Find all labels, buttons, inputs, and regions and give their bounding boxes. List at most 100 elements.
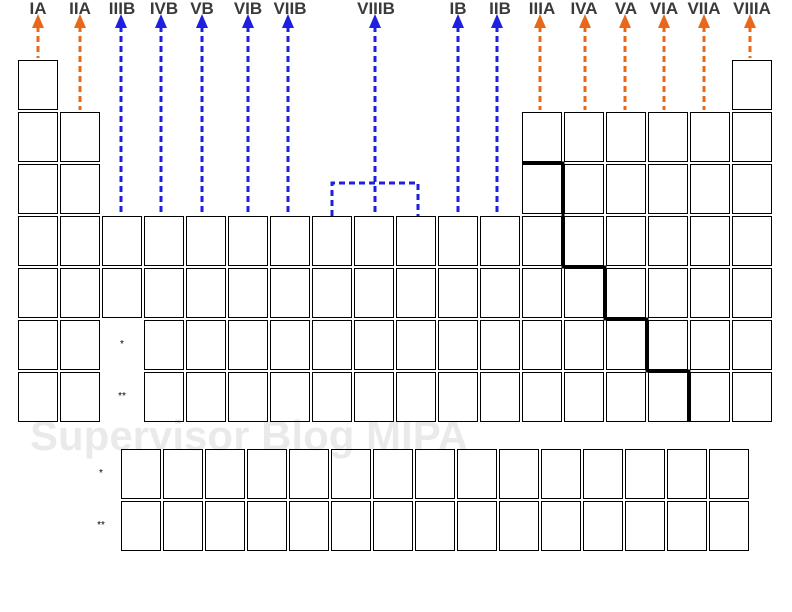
actinide-cell xyxy=(121,501,161,551)
element-cell xyxy=(480,268,520,318)
element-cell xyxy=(18,164,58,214)
element-cell xyxy=(270,320,310,370)
actinide-cell xyxy=(373,501,413,551)
group-label-viiia: VIIIA xyxy=(733,0,771,18)
element-cell xyxy=(564,216,604,266)
arrow-head-iiib xyxy=(115,14,127,28)
element-cell xyxy=(18,60,58,110)
element-cell xyxy=(354,320,394,370)
element-cell xyxy=(438,320,478,370)
element-cell xyxy=(186,372,226,422)
arrow-head-vib xyxy=(242,14,254,28)
arrow-head-iia xyxy=(74,14,86,28)
lanthanide-cell xyxy=(583,449,623,499)
element-cell xyxy=(564,372,604,422)
element-cell xyxy=(522,164,562,214)
element-cell xyxy=(732,372,772,422)
element-cell xyxy=(228,320,268,370)
element-cell xyxy=(522,112,562,162)
lanthanide-cell xyxy=(205,449,245,499)
element-cell xyxy=(186,216,226,266)
element-cell xyxy=(606,216,646,266)
lanthanide-marker-main: * xyxy=(120,339,124,350)
element-cell xyxy=(606,268,646,318)
arrow-head-va xyxy=(619,14,631,28)
arrow-head-ia xyxy=(32,14,44,28)
group-label-iib: IIB xyxy=(489,0,511,18)
lanthanide-cell xyxy=(247,449,287,499)
element-cell xyxy=(522,320,562,370)
element-cell xyxy=(648,320,688,370)
actinide-cell xyxy=(289,501,329,551)
group-label-viib: VIIB xyxy=(273,0,307,18)
element-cell xyxy=(648,268,688,318)
element-cell xyxy=(690,164,730,214)
element-cell xyxy=(690,320,730,370)
element-cell xyxy=(102,268,142,318)
watermark: Supervisor Blog MIPA xyxy=(30,412,468,459)
arrow-head-viiib xyxy=(369,14,381,28)
element-cell xyxy=(396,372,436,422)
element-cell xyxy=(606,372,646,422)
actinide-cell xyxy=(583,501,623,551)
element-cell xyxy=(564,268,604,318)
element-cell xyxy=(312,320,352,370)
element-cell xyxy=(648,112,688,162)
element-cell xyxy=(270,268,310,318)
element-cell xyxy=(18,372,58,422)
viiib-bracket xyxy=(330,181,420,216)
lanthanide-cell xyxy=(625,449,665,499)
arrow-head-viib xyxy=(282,14,294,28)
element-cell xyxy=(690,216,730,266)
element-cell xyxy=(144,320,184,370)
element-cell xyxy=(480,216,520,266)
element-cell xyxy=(60,216,100,266)
element-cell xyxy=(606,112,646,162)
arrow-head-vb xyxy=(196,14,208,28)
element-cell xyxy=(60,268,100,318)
actinide-cell xyxy=(667,501,707,551)
element-cell xyxy=(522,216,562,266)
actinide-cell xyxy=(247,501,287,551)
group-label-iiib: IIIB xyxy=(108,0,136,18)
lanthanide-cell xyxy=(163,449,203,499)
element-cell xyxy=(480,372,520,422)
group-label-ib: IB xyxy=(449,0,467,18)
element-cell xyxy=(144,372,184,422)
element-cell xyxy=(438,268,478,318)
actinide-cell xyxy=(499,501,539,551)
lanthanide-cell xyxy=(709,449,749,499)
group-label-iva: IVA xyxy=(570,0,598,18)
element-cell xyxy=(18,112,58,162)
element-cell xyxy=(732,112,772,162)
element-cell xyxy=(564,164,604,214)
element-cell xyxy=(396,216,436,266)
element-cell xyxy=(648,372,688,422)
element-cell xyxy=(270,216,310,266)
arrow-head-via xyxy=(658,14,670,28)
element-cell xyxy=(228,372,268,422)
actinide-cell xyxy=(541,501,581,551)
element-cell xyxy=(480,320,520,370)
group-label-va: VA xyxy=(614,0,638,18)
element-cell xyxy=(228,268,268,318)
element-cell xyxy=(354,268,394,318)
actinide-cell xyxy=(163,501,203,551)
arrow-head-iva xyxy=(579,14,591,28)
lanthanide-cell xyxy=(121,449,161,499)
element-cell xyxy=(18,268,58,318)
group-label-vib: VIB xyxy=(233,0,263,18)
element-cell xyxy=(186,268,226,318)
element-cell xyxy=(270,372,310,422)
element-cell xyxy=(312,268,352,318)
actinide-cell xyxy=(415,501,455,551)
lanthanide-cell xyxy=(373,449,413,499)
element-cell xyxy=(354,216,394,266)
element-cell xyxy=(312,216,352,266)
lanthanide-marker-fblock: * xyxy=(99,468,103,479)
element-cell xyxy=(60,372,100,422)
lanthanide-cell xyxy=(289,449,329,499)
actinide-cell xyxy=(709,501,749,551)
element-cell xyxy=(606,320,646,370)
